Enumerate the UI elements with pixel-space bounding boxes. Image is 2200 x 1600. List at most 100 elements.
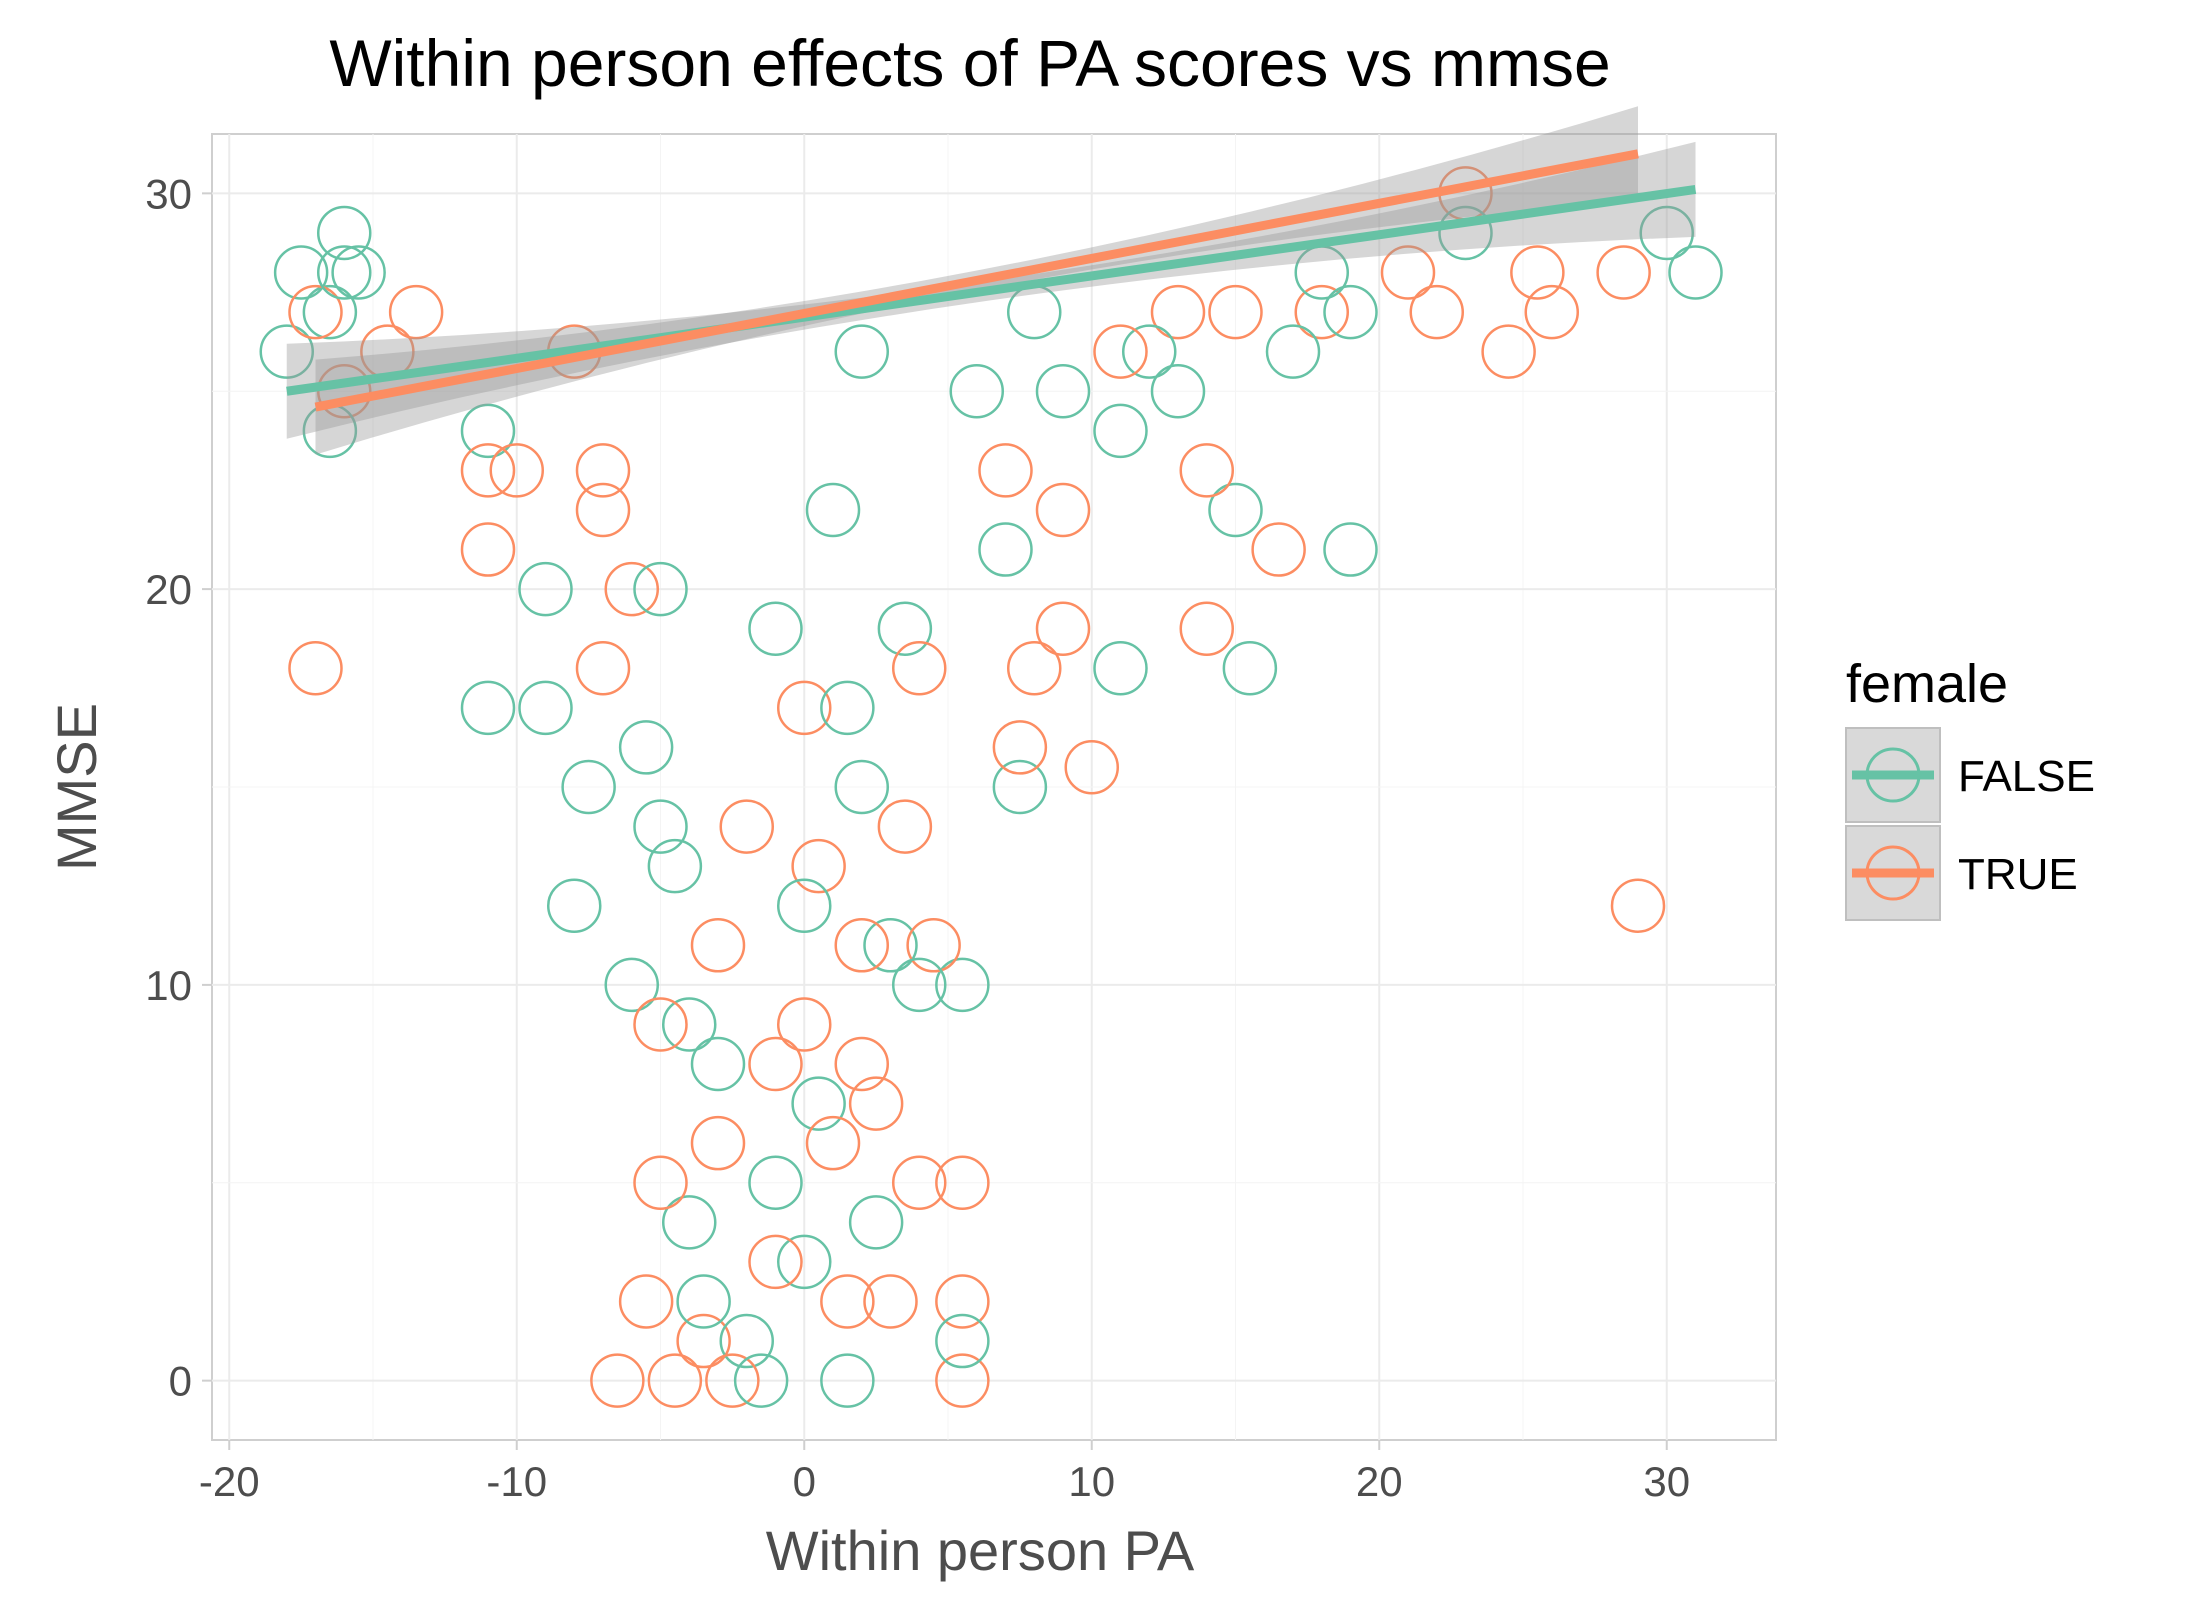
point-true xyxy=(978,443,1033,498)
legend-marker-false xyxy=(1865,747,1921,803)
point-true xyxy=(777,997,832,1052)
point-false xyxy=(949,363,1004,419)
point-true xyxy=(633,997,688,1052)
point-false xyxy=(518,680,573,736)
point-true xyxy=(1409,284,1464,340)
point-false xyxy=(733,1353,789,1408)
point-true xyxy=(647,1353,703,1408)
point-true xyxy=(748,1234,803,1290)
point-false xyxy=(777,878,832,933)
point-false xyxy=(935,1313,990,1369)
point-false xyxy=(1438,205,1493,261)
point-true xyxy=(1610,878,1666,933)
y-axis-title: MMSE xyxy=(45,703,108,871)
point-true xyxy=(1179,601,1234,656)
y-tick-label: 20 xyxy=(145,566,192,613)
point-false xyxy=(791,1076,846,1131)
point-true xyxy=(575,641,631,696)
point-false xyxy=(748,601,803,656)
trend-lines xyxy=(286,106,1697,455)
point-true xyxy=(848,1076,904,1131)
point-true xyxy=(690,918,746,973)
point-true xyxy=(820,1274,875,1329)
x-tick-label: 0 xyxy=(793,1458,816,1505)
point-true xyxy=(489,443,544,498)
point-true xyxy=(676,1313,731,1369)
point-true xyxy=(791,838,846,894)
x-axis-title: Within person PA xyxy=(766,1519,1195,1582)
grid-lines xyxy=(212,134,1776,1440)
x-tick-label: -20 xyxy=(199,1458,260,1505)
point-true xyxy=(1510,245,1565,300)
point-false xyxy=(633,799,688,854)
point-false xyxy=(1323,284,1378,340)
point-false xyxy=(547,878,602,933)
point-true xyxy=(877,799,933,854)
point-true xyxy=(748,1036,803,1092)
legend-marker-true xyxy=(1865,845,1921,901)
point-false xyxy=(748,1155,803,1211)
point-true xyxy=(834,918,889,973)
point-false xyxy=(317,245,372,300)
point-true xyxy=(1093,324,1148,379)
point-false xyxy=(662,997,717,1052)
point-false xyxy=(992,759,1048,815)
point-false xyxy=(1150,363,1206,419)
chart-title: Within person effects of PA scores vs mm… xyxy=(329,26,1610,100)
point-false xyxy=(1668,245,1723,300)
point-false xyxy=(892,957,947,1013)
point-false xyxy=(331,245,386,300)
point-false xyxy=(1093,641,1148,696)
point-true xyxy=(618,1274,674,1329)
point-true xyxy=(1007,641,1062,696)
data-points xyxy=(259,166,1723,1408)
y-tick-label: 30 xyxy=(145,170,192,217)
y-axis-ticks: 0 10 20 30 xyxy=(145,170,212,1405)
point-false xyxy=(834,324,889,379)
point-true xyxy=(1064,739,1119,795)
legend-title: female xyxy=(1846,654,2008,714)
point-true xyxy=(834,1036,889,1092)
point-true xyxy=(1596,245,1651,300)
point-false xyxy=(719,1313,774,1369)
legend-label-false: FALSE xyxy=(1958,752,2095,801)
point-false xyxy=(302,284,358,340)
point-true xyxy=(719,799,774,854)
point-false xyxy=(820,1353,875,1408)
point-false xyxy=(1265,324,1321,379)
point-false xyxy=(676,1274,731,1329)
point-true xyxy=(590,1353,645,1408)
y-tick-label: 10 xyxy=(145,962,192,1009)
x-tick-label: 30 xyxy=(1643,1458,1690,1505)
point-true xyxy=(777,680,832,736)
point-true xyxy=(1208,284,1263,340)
point-true xyxy=(604,561,659,617)
point-true xyxy=(388,284,444,340)
point-true xyxy=(805,1115,861,1171)
point-false xyxy=(978,522,1033,577)
point-false xyxy=(604,957,659,1013)
point-true xyxy=(1035,601,1091,656)
point-false xyxy=(1639,205,1694,261)
point-false xyxy=(935,957,990,1013)
point-false xyxy=(820,680,875,736)
point-true xyxy=(992,720,1048,775)
point-false xyxy=(273,245,329,300)
point-false xyxy=(848,1195,904,1250)
point-true xyxy=(1179,443,1234,498)
legend-label-true: TRUE xyxy=(1958,850,2078,899)
point-true xyxy=(935,1274,990,1329)
point-true xyxy=(1380,245,1436,300)
point-false xyxy=(259,324,314,379)
x-tick-label: 10 xyxy=(1068,1458,1115,1505)
point-false xyxy=(518,561,573,617)
point-false xyxy=(1222,641,1278,696)
point-false xyxy=(1035,363,1091,419)
point-false xyxy=(633,561,688,617)
point-false xyxy=(317,205,372,261)
point-false xyxy=(1122,324,1177,379)
point-true xyxy=(863,1274,918,1329)
point-true xyxy=(575,482,631,538)
y-tick-label: 0 xyxy=(169,1358,192,1405)
